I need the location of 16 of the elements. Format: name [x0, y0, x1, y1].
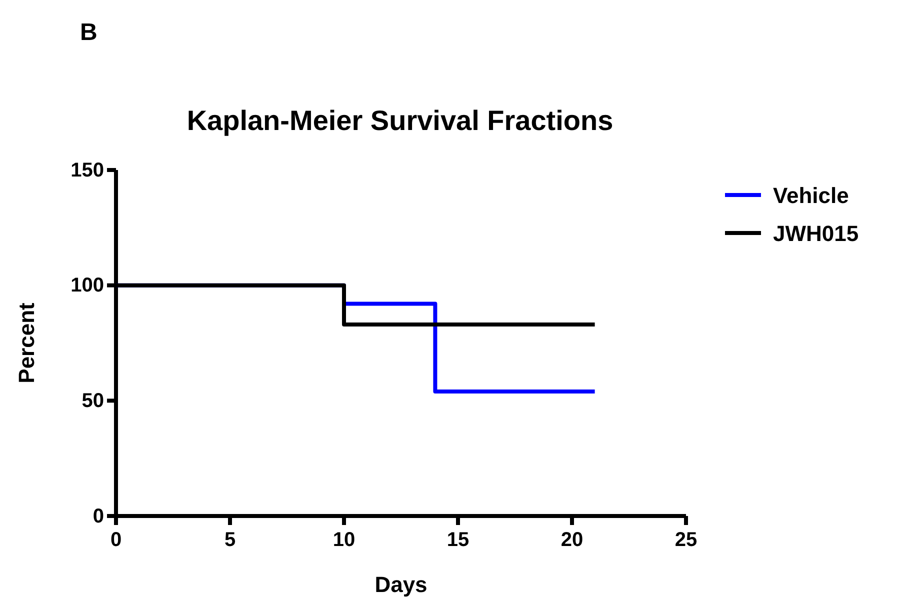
x-tick-label: 10	[332, 529, 356, 551]
x-axis-title: Days	[374, 572, 428, 597]
y-tick-label: 50	[82, 390, 104, 412]
x-tick-label: 20	[560, 529, 584, 551]
legend-label: JWH015	[773, 221, 859, 246]
text: B	[80, 19, 98, 46]
y-axis-title: Percent	[14, 302, 39, 384]
x-tick-label: 5	[224, 529, 236, 551]
legend-label: Vehicle	[773, 183, 849, 208]
x-tick-label: 15	[446, 529, 470, 551]
chart-title: Kaplan-Meier Survival Fractions	[186, 105, 614, 136]
y-tick-label: 0	[92, 505, 104, 528]
y-tick-label: 150	[70, 159, 104, 182]
x-tick-label: 0	[110, 529, 122, 551]
y-tick-label: 100	[70, 274, 104, 297]
x-tick-label: 25	[674, 529, 698, 551]
